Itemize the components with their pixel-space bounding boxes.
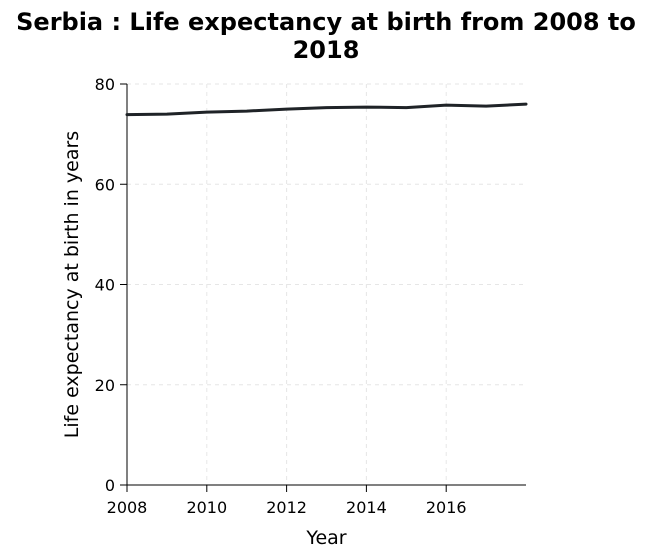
series-line: [125, 102, 528, 117]
x-tick-label: 2008: [107, 498, 148, 517]
y-tick-label: 0: [105, 476, 115, 495]
y-tick-label: 20: [95, 376, 115, 395]
x-tick-label: 2010: [186, 498, 227, 517]
x-tick-label: 2014: [346, 498, 387, 517]
axis-labels: Year Life expectancy at birth in years 0…: [61, 75, 467, 549]
x-tick-label: 2016: [426, 498, 467, 517]
x-tick-label: 2012: [266, 498, 307, 517]
axes: [120, 83, 526, 492]
y-tick-label: 40: [95, 276, 115, 295]
chart-title: Serbia : Life expectancy at birth from 2…: [16, 8, 636, 64]
y-tick-label: 60: [95, 175, 115, 194]
grid-lines: [127, 83, 526, 485]
series-layer: [125, 102, 528, 117]
x-axis-label: Year: [305, 527, 346, 549]
y-axis-label: Life expectancy at birth in years: [61, 131, 83, 438]
y-tick-label: 80: [95, 75, 115, 94]
